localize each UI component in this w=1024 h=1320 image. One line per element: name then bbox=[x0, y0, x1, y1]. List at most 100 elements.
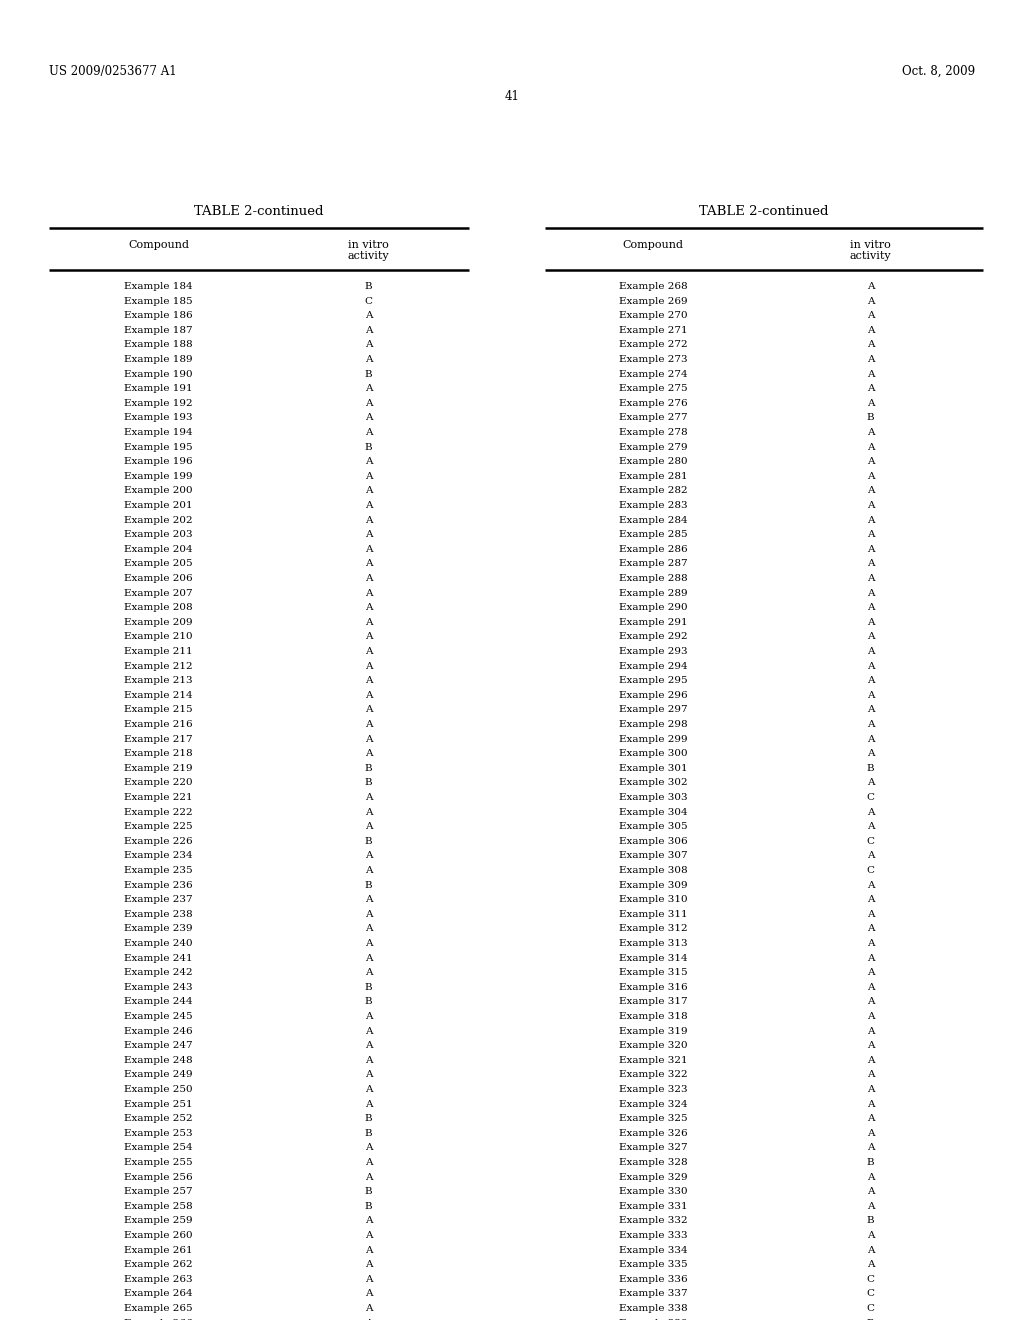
Text: A: A bbox=[365, 793, 373, 803]
Text: Example 290: Example 290 bbox=[618, 603, 688, 612]
Text: A: A bbox=[365, 851, 373, 861]
Text: A: A bbox=[365, 1232, 373, 1239]
Text: Example 193: Example 193 bbox=[124, 413, 194, 422]
Text: A: A bbox=[365, 399, 373, 408]
Text: TABLE 2-continued: TABLE 2-continued bbox=[195, 205, 324, 218]
Text: A: A bbox=[365, 1143, 373, 1152]
Text: Example 321: Example 321 bbox=[618, 1056, 688, 1065]
Text: A: A bbox=[365, 924, 373, 933]
Text: A: A bbox=[866, 924, 874, 933]
Text: Example 258: Example 258 bbox=[124, 1201, 194, 1210]
Text: Example 185: Example 185 bbox=[124, 297, 194, 306]
Text: Example 275: Example 275 bbox=[618, 384, 688, 393]
Text: A: A bbox=[866, 531, 874, 539]
Text: Example 213: Example 213 bbox=[124, 676, 194, 685]
Text: A: A bbox=[866, 1056, 874, 1065]
Text: A: A bbox=[365, 384, 373, 393]
Text: Example 216: Example 216 bbox=[124, 719, 194, 729]
Text: A: A bbox=[866, 1143, 874, 1152]
Text: A: A bbox=[365, 1290, 373, 1299]
Text: A: A bbox=[866, 676, 874, 685]
Text: A: A bbox=[866, 1071, 874, 1080]
Text: Example 201: Example 201 bbox=[124, 502, 194, 510]
Text: A: A bbox=[365, 1261, 373, 1270]
Text: A: A bbox=[866, 560, 874, 569]
Text: Example 311: Example 311 bbox=[618, 909, 688, 919]
Text: Example 292: Example 292 bbox=[618, 632, 688, 642]
Text: Example 257: Example 257 bbox=[124, 1187, 194, 1196]
Text: A: A bbox=[866, 297, 874, 306]
Text: Example 284: Example 284 bbox=[618, 516, 688, 524]
Text: Example 241: Example 241 bbox=[124, 953, 194, 962]
Text: Example 263: Example 263 bbox=[124, 1275, 194, 1284]
Text: Example 335: Example 335 bbox=[618, 1261, 688, 1270]
Text: Compound: Compound bbox=[623, 240, 684, 249]
Text: Example 195: Example 195 bbox=[124, 442, 194, 451]
Text: activity: activity bbox=[850, 251, 891, 261]
Text: A: A bbox=[866, 326, 874, 335]
Text: A: A bbox=[365, 413, 373, 422]
Text: Example 219: Example 219 bbox=[124, 764, 194, 772]
Text: A: A bbox=[365, 632, 373, 642]
Text: A: A bbox=[866, 1041, 874, 1051]
Text: Example 218: Example 218 bbox=[124, 750, 194, 758]
Text: A: A bbox=[866, 851, 874, 861]
Text: Example 315: Example 315 bbox=[618, 968, 688, 977]
Text: A: A bbox=[866, 822, 874, 832]
Text: A: A bbox=[365, 574, 373, 583]
Text: Example 306: Example 306 bbox=[618, 837, 688, 846]
Text: A: A bbox=[866, 808, 874, 817]
Text: Example 313: Example 313 bbox=[618, 939, 688, 948]
Text: A: A bbox=[365, 341, 373, 350]
Text: Example 322: Example 322 bbox=[618, 1071, 688, 1080]
Text: Example 215: Example 215 bbox=[124, 705, 194, 714]
Text: Example 186: Example 186 bbox=[124, 312, 194, 321]
Text: A: A bbox=[365, 1304, 373, 1313]
Text: Example 253: Example 253 bbox=[124, 1129, 194, 1138]
Text: Example 308: Example 308 bbox=[618, 866, 688, 875]
Text: A: A bbox=[365, 560, 373, 569]
Text: Example 251: Example 251 bbox=[124, 1100, 194, 1109]
Text: B: B bbox=[365, 282, 373, 290]
Text: Example 317: Example 317 bbox=[618, 998, 688, 1006]
Text: A: A bbox=[866, 647, 874, 656]
Text: A: A bbox=[866, 1027, 874, 1036]
Text: A: A bbox=[365, 676, 373, 685]
Text: Example 279: Example 279 bbox=[618, 442, 688, 451]
Text: Example 299: Example 299 bbox=[618, 735, 688, 743]
Text: Example 316: Example 316 bbox=[618, 983, 688, 991]
Text: A: A bbox=[365, 1100, 373, 1109]
Text: A: A bbox=[866, 545, 874, 554]
Text: C: C bbox=[866, 1275, 874, 1284]
Text: Example 194: Example 194 bbox=[124, 428, 194, 437]
Text: Compound: Compound bbox=[128, 240, 189, 249]
Text: A: A bbox=[866, 1201, 874, 1210]
Text: A: A bbox=[365, 1085, 373, 1094]
Text: A: A bbox=[866, 1100, 874, 1109]
Text: A: A bbox=[365, 866, 373, 875]
Text: Example 289: Example 289 bbox=[618, 589, 688, 598]
Text: Example 303: Example 303 bbox=[618, 793, 688, 803]
Text: Example 319: Example 319 bbox=[618, 1027, 688, 1036]
Text: A: A bbox=[866, 589, 874, 598]
Text: C: C bbox=[866, 1290, 874, 1299]
Text: Example 325: Example 325 bbox=[618, 1114, 688, 1123]
Text: B: B bbox=[365, 1129, 373, 1138]
Text: Example 246: Example 246 bbox=[124, 1027, 194, 1036]
Text: Example 285: Example 285 bbox=[618, 531, 688, 539]
Text: Example 296: Example 296 bbox=[618, 690, 688, 700]
Text: B: B bbox=[365, 1201, 373, 1210]
Text: Example 247: Example 247 bbox=[124, 1041, 194, 1051]
Text: A: A bbox=[866, 603, 874, 612]
Text: 41: 41 bbox=[505, 90, 519, 103]
Text: B: B bbox=[365, 764, 373, 772]
Text: B: B bbox=[365, 370, 373, 379]
Text: A: A bbox=[365, 705, 373, 714]
Text: Example 237: Example 237 bbox=[124, 895, 194, 904]
Text: Example 217: Example 217 bbox=[124, 735, 194, 743]
Text: A: A bbox=[866, 953, 874, 962]
Text: Example 203: Example 203 bbox=[124, 531, 194, 539]
Text: A: A bbox=[365, 545, 373, 554]
Text: Example 304: Example 304 bbox=[618, 808, 688, 817]
Text: A: A bbox=[866, 384, 874, 393]
